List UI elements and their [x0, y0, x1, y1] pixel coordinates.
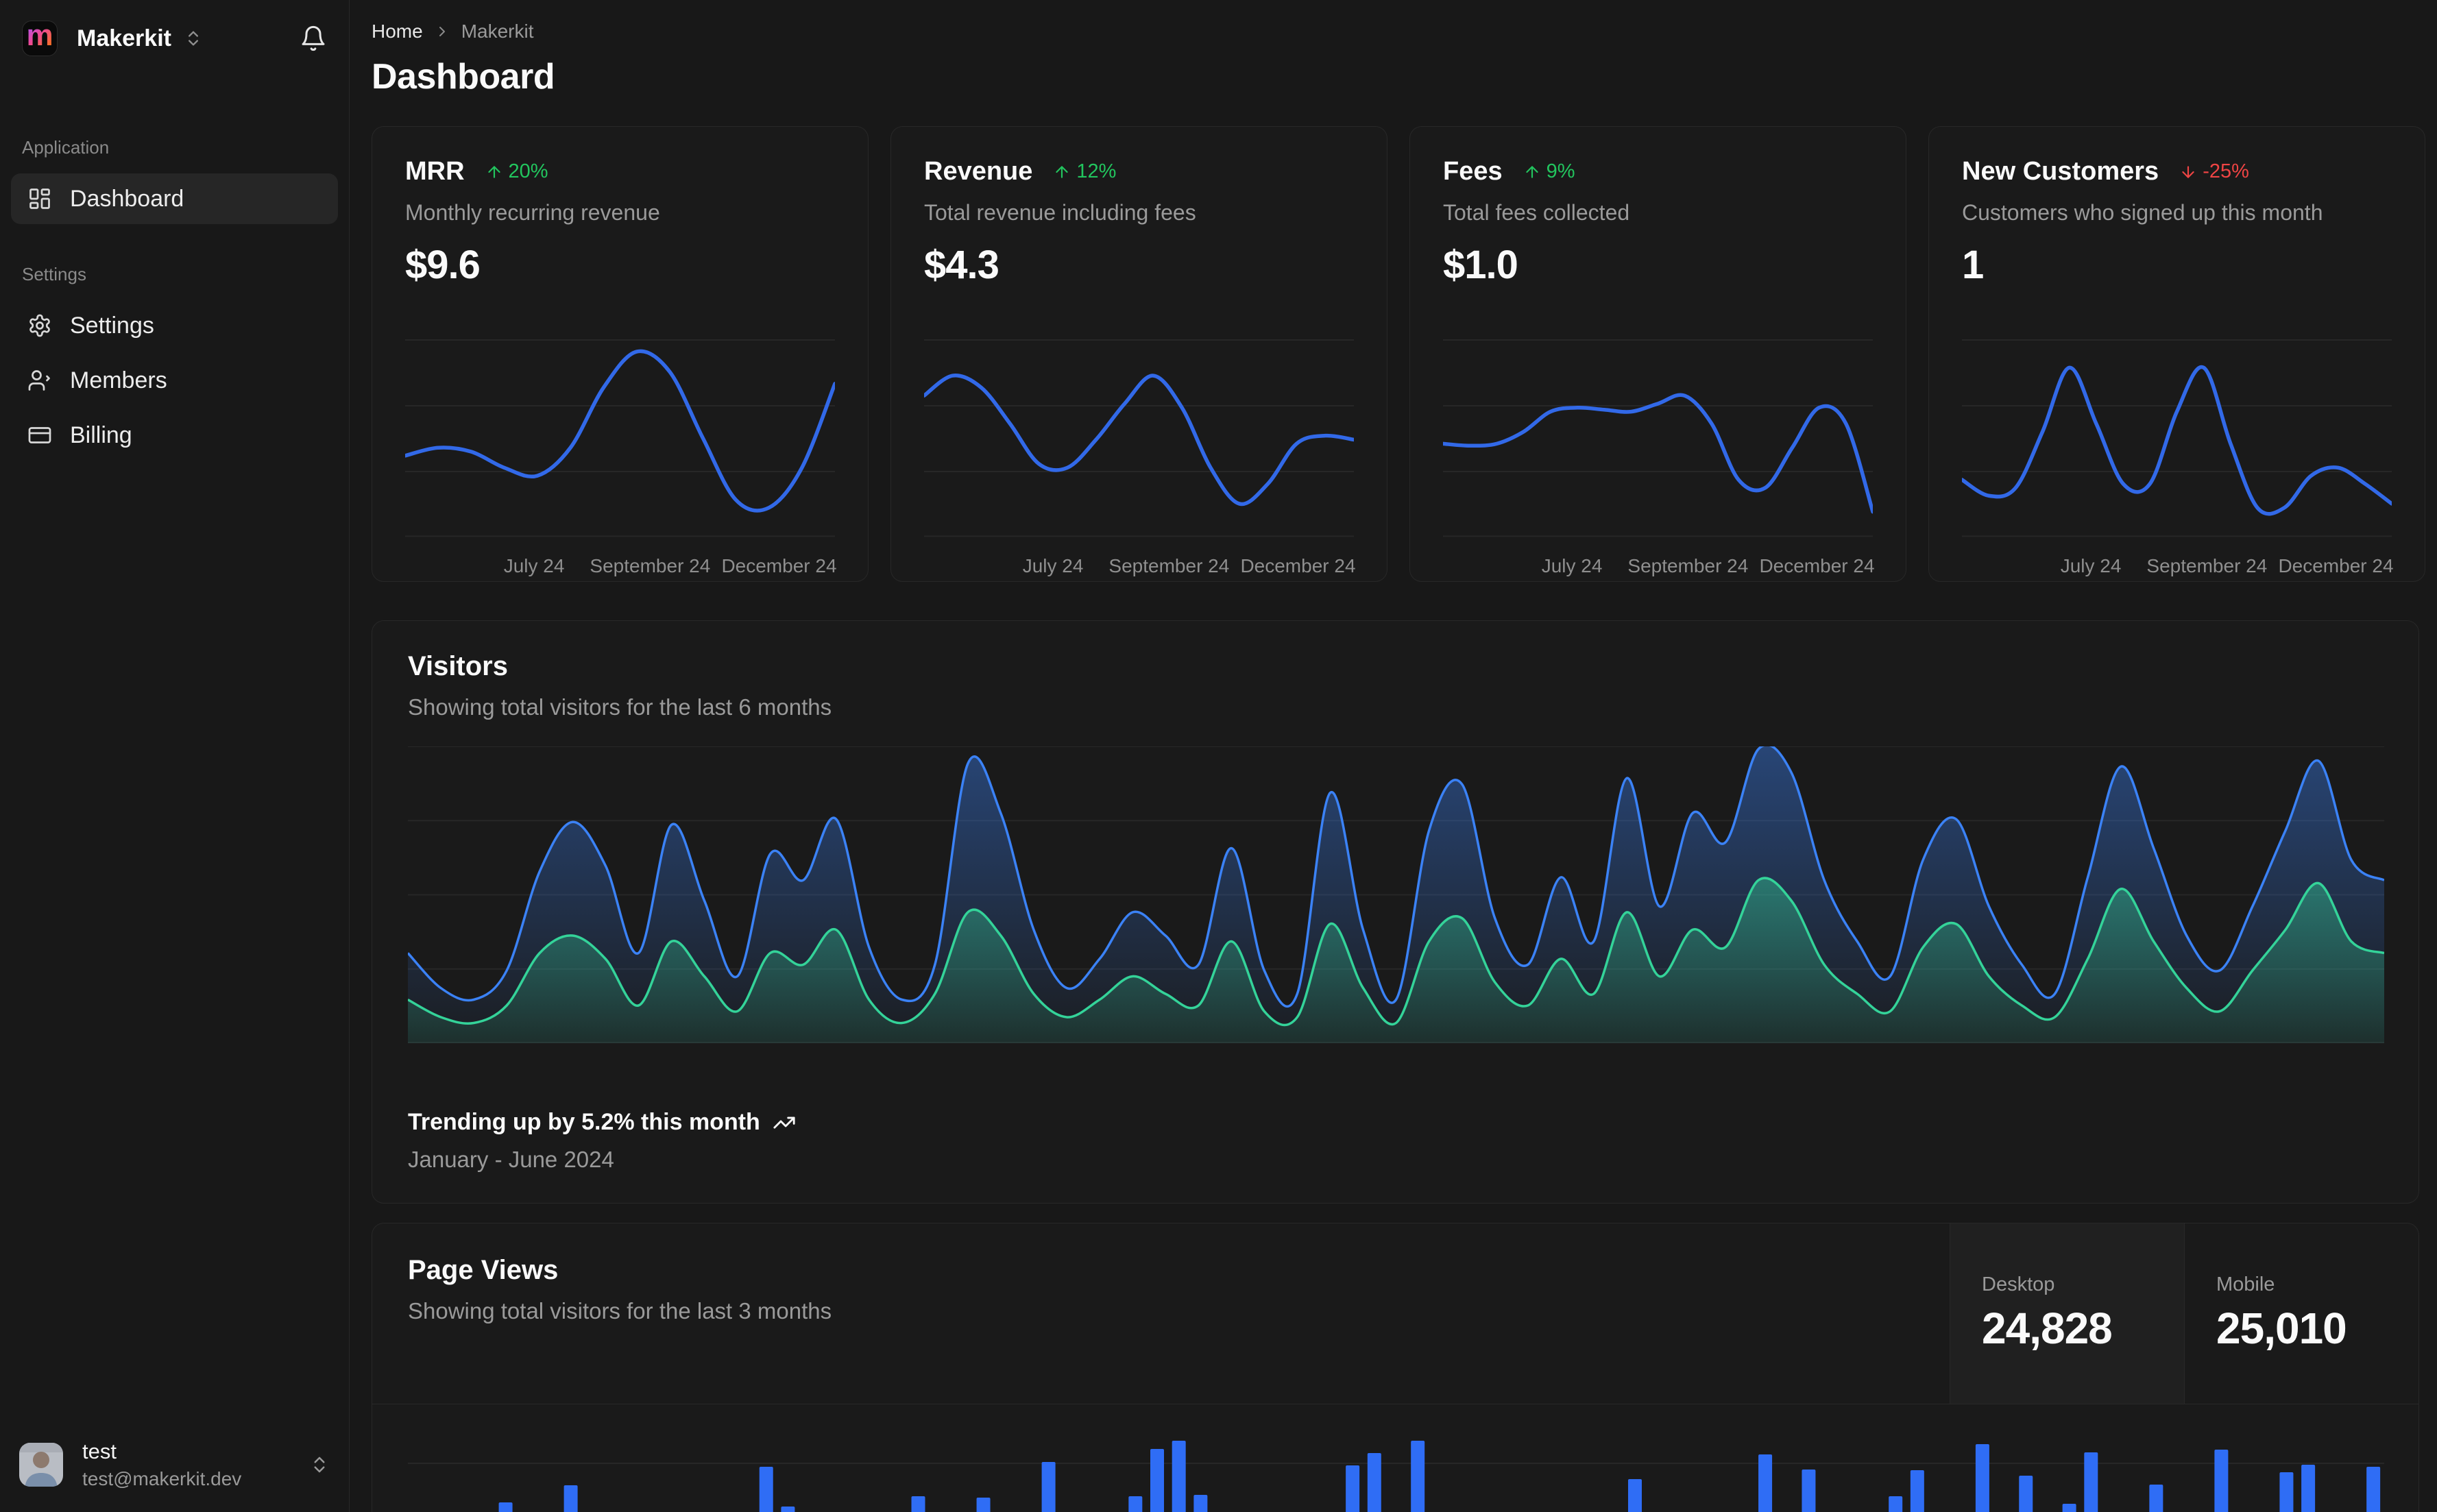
mobile-total: 25,010 [2216, 1304, 2347, 1353]
card-value: $4.3 [924, 243, 999, 287]
visitors-trend: Trending up by 5.2% this month [408, 1109, 2383, 1136]
sidebar-item-label: Settings [70, 312, 154, 339]
sidebar-item-label: Members [70, 367, 167, 393]
sidebar: m Makerkit Application Dashboard [0, 0, 350, 1512]
card-value: $1.0 [1443, 243, 1518, 287]
chevron-right-icon [434, 23, 450, 40]
chevrons-up-down-icon [309, 1454, 330, 1475]
sidebar-section-settings: Settings [22, 264, 86, 284]
trend-badge: -25% [2179, 160, 2249, 183]
logo-letter: m [26, 19, 53, 52]
card-value: $9.6 [405, 243, 481, 287]
trend-badge: 9% [1523, 160, 1575, 183]
user-meta: test test@makerkit.dev [82, 1439, 241, 1490]
user-menu[interactable]: test test@makerkit.dev [11, 1432, 338, 1497]
trending-up-icon [773, 1111, 796, 1134]
visitors-subtitle: Showing total visitors for the last 6 mo… [408, 694, 832, 720]
breadcrumb: Home Makerkit [372, 21, 2419, 42]
arrow-up-icon [1053, 163, 1071, 181]
revenue-sparkline-chart [924, 339, 1354, 537]
workspace-name: Makerkit [77, 25, 171, 51]
card-title: New Customers [1962, 157, 2159, 186]
sidebar-section-application: Application [22, 137, 110, 158]
workspace-logo[interactable]: m [22, 21, 58, 56]
page-views-header: Page Views Showing total visitors for th… [372, 1223, 2418, 1404]
page-views-bar-chart [408, 1441, 2384, 1512]
notifications-button[interactable] [300, 25, 327, 52]
x-axis: July 24 September 24 December 24 [1541, 555, 1875, 576]
user-name: test [82, 1439, 117, 1463]
page-views-title: Page Views [408, 1255, 559, 1285]
x-axis: July 24 September 24 December 24 [1022, 555, 1356, 576]
sidebar-item-dashboard[interactable]: Dashboard [11, 173, 338, 224]
card-title: Fees [1443, 157, 1503, 186]
sidebar-item-label: Billing [70, 422, 132, 448]
card-subtitle: Total revenue including fees [924, 200, 1196, 225]
card-title: Revenue [924, 157, 1033, 186]
card-value: 1 [1962, 243, 1984, 287]
breadcrumb-home[interactable]: Home [372, 21, 423, 42]
avatar [19, 1443, 63, 1487]
user-email: test@makerkit.dev [82, 1468, 242, 1489]
visitors-card: Visitors Showing total visitors for the … [372, 620, 2419, 1204]
new-customers-sparkline-chart [1962, 339, 2392, 537]
card-subtitle: Customers who signed up this month [1962, 200, 2323, 225]
users-icon [27, 368, 52, 393]
arrow-up-icon [485, 163, 503, 181]
toggle-mobile[interactable]: Mobile 25,010 [2184, 1223, 2418, 1404]
stat-card-new-customers: New Customers -25% Customers who signed … [1928, 126, 2425, 582]
sidebar-item-billing[interactable]: Billing [11, 410, 338, 461]
trend-badge: 20% [485, 160, 548, 183]
stat-card-fees: Fees 9% Total fees collected $1.0 July 2… [1409, 126, 1906, 582]
x-axis: July 24 September 24 December 24 [503, 555, 837, 576]
desktop-total: 24,828 [1982, 1304, 2113, 1353]
page-views-card: Page Views Showing total visitors for th… [372, 1223, 2419, 1512]
workspace-row: m Makerkit [11, 0, 338, 56]
sidebar-nav-settings: Settings Members Billing [11, 300, 338, 461]
bell-icon [300, 25, 327, 52]
arrow-up-icon [1523, 163, 1541, 181]
main-content: Home Makerkit Dashboard MRR 20% Monthly … [350, 0, 2437, 1512]
visitors-title: Visitors [408, 651, 508, 681]
sidebar-nav-application: Dashboard [11, 173, 338, 224]
toggle-desktop[interactable]: Desktop 24,828 [1950, 1223, 2184, 1404]
page-views-subtitle: Showing total visitors for the last 3 mo… [408, 1298, 832, 1324]
sidebar-item-members[interactable]: Members [11, 355, 338, 406]
card-subtitle: Monthly recurring revenue [405, 200, 660, 225]
credit-card-icon [27, 423, 52, 448]
stat-card-revenue: Revenue 12% Total revenue including fees… [890, 126, 1387, 582]
sidebar-item-settings[interactable]: Settings [11, 300, 338, 351]
arrow-down-icon [2179, 163, 2197, 181]
stat-cards-row: MRR 20% Monthly recurring revenue $9.6 J… [372, 126, 2425, 582]
page-title: Dashboard [372, 57, 555, 97]
breadcrumb-current: Makerkit [461, 21, 534, 42]
sidebar-item-label: Dashboard [70, 185, 184, 212]
fees-sparkline-chart [1443, 339, 1873, 537]
mrr-sparkline-chart [405, 339, 835, 537]
card-title: MRR [405, 157, 465, 186]
x-axis: July 24 September 24 December 24 [2060, 555, 2394, 576]
workspace-switcher[interactable]: Makerkit [77, 25, 203, 52]
gear-icon [27, 313, 52, 338]
stat-card-mrr: MRR 20% Monthly recurring revenue $9.6 J… [372, 126, 869, 582]
visitors-date-range: January - June 2024 [408, 1147, 614, 1172]
trend-badge: 12% [1053, 160, 1116, 183]
visitors-area-chart [408, 746, 2384, 1043]
card-subtitle: Total fees collected [1443, 200, 1630, 225]
chevrons-up-down-icon [184, 29, 203, 48]
dashboard-icon [27, 186, 52, 211]
